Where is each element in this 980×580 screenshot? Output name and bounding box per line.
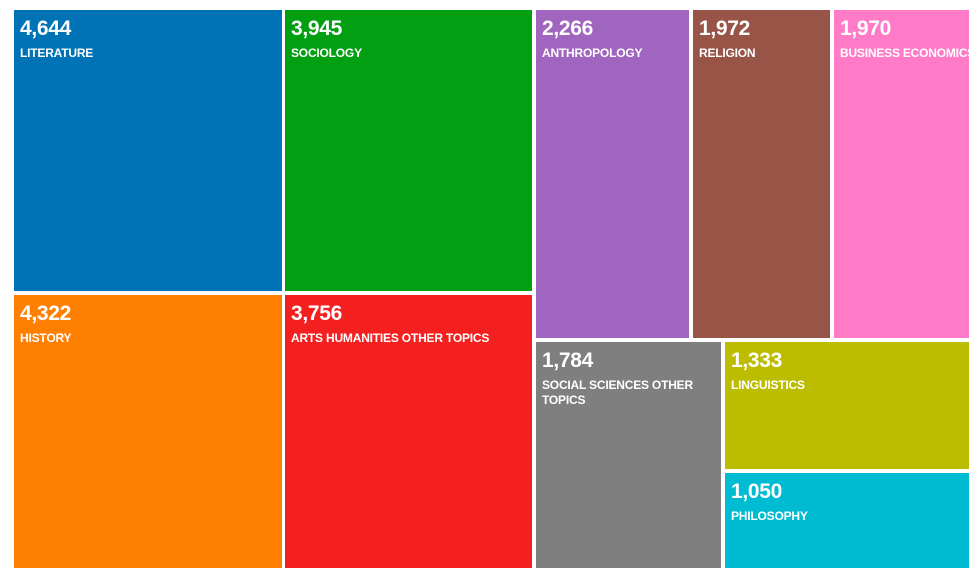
treemap-value-anthropology: 2,266 [542,17,594,40]
treemap-label-religion: RELIGION [699,46,756,60]
treemap-cell-arts-humanities-other-topics: 3,756 ARTS HUMANITIES OTHER TOPICS [285,295,532,568]
treemap-cell-history: 4,322 HISTORY [14,295,282,568]
treemap-value-linguistics: 1,333 [731,349,783,372]
treemap-label-social-sciences-other-topics: SOCIAL SCIENCES OTHER TOPICS [542,378,693,407]
treemap-cell-literature: 4,644 LITERATURE [14,10,282,291]
treemap-label-sociology: SOCIOLOGY [291,46,362,60]
treemap-value-history: 4,322 [20,302,72,325]
treemap-value-sociology: 3,945 [291,17,343,40]
treemap-label-literature: LITERATURE [20,46,94,60]
treemap-label-linguistics: LINGUISTICS [731,378,805,392]
treemap-value-business-economics: 1,970 [840,17,892,40]
treemap-cell-business-economics: 1,970 BUSINESS ECONOMICS [834,10,969,338]
treemap-label-arts-humanities-other-topics: ARTS HUMANITIES OTHER TOPICS [291,331,490,345]
treemap-value-arts-humanities-other-topics: 3,756 [291,302,343,325]
treemap-cell-linguistics: 1,333 LINGUISTICS [725,342,969,469]
treemap-label-philosophy: PHILOSOPHY [731,509,808,523]
treemap-value-philosophy: 1,050 [731,480,783,503]
treemap-value-literature: 4,644 [20,17,72,40]
treemap-value-social-sciences-other-topics: 1,784 [542,349,594,372]
treemap-label-anthropology: ANTHROPOLOGY [542,46,643,60]
treemap-label-history: HISTORY [20,331,72,345]
treemap-label-business-economics: BUSINESS ECONOMICS [840,46,969,60]
treemap-cell-anthropology: 2,266 ANTHROPOLOGY [536,10,689,338]
treemap-value-religion: 1,972 [699,17,751,40]
treemap-cell-religion: 1,972 RELIGION [693,10,830,338]
treemap-cell-social-sciences-other-topics: 1,784 SOCIAL SCIENCES OTHER TOPICS [536,342,721,568]
treemap-cell-sociology: 3,945 SOCIOLOGY [285,10,532,291]
treemap-cell-philosophy: 1,050 PHILOSOPHY [725,473,969,568]
